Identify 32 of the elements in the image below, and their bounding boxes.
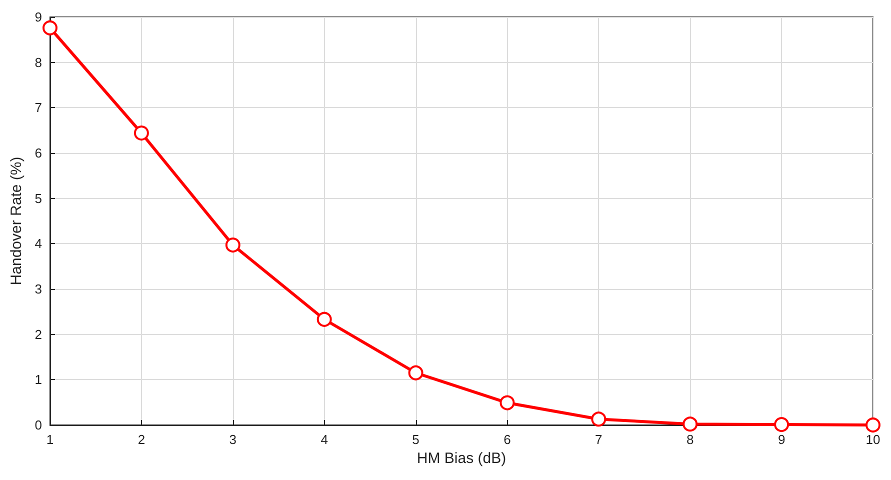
point [134, 126, 149, 141]
point [316, 312, 332, 327]
y-tick-label: 7 [34, 100, 42, 116]
point [500, 395, 515, 410]
x-tick-label: 2 [138, 432, 146, 447]
y-tick-label: 6 [34, 146, 42, 160]
y-tick-label: 1 [34, 372, 42, 388]
point [408, 365, 424, 380]
point [866, 418, 880, 432]
point [774, 417, 790, 432]
point [42, 20, 58, 36]
y-tick-label: 0 [34, 418, 42, 432]
x-tick-label: 8 [686, 432, 694, 447]
x-tick-label: 3 [229, 432, 237, 447]
point [682, 416, 698, 432]
y-tick-label: 5 [34, 190, 42, 206]
y-tick-label: 4 [34, 236, 42, 252]
x-tick-label: 1 [46, 432, 54, 447]
x-tick-label: 6 [504, 432, 511, 447]
x-tick-label: 9 [778, 432, 786, 447]
y-axis-title: Handover Rate (%) [8, 156, 25, 286]
point [591, 412, 606, 427]
y-tick-label: 9 [34, 10, 42, 24]
x-axis-title: HM Bias (dB) [416, 450, 506, 467]
y-tick-label: 3 [34, 282, 42, 296]
point [225, 238, 240, 253]
y-tick-label: 8 [34, 54, 42, 70]
x-tick-label: 10 [866, 432, 880, 447]
x-tick-label: 4 [320, 432, 328, 447]
x-tick-label: 7 [595, 432, 602, 447]
y-tick-label: 2 [34, 326, 42, 342]
x-tick-label: 5 [412, 432, 420, 447]
